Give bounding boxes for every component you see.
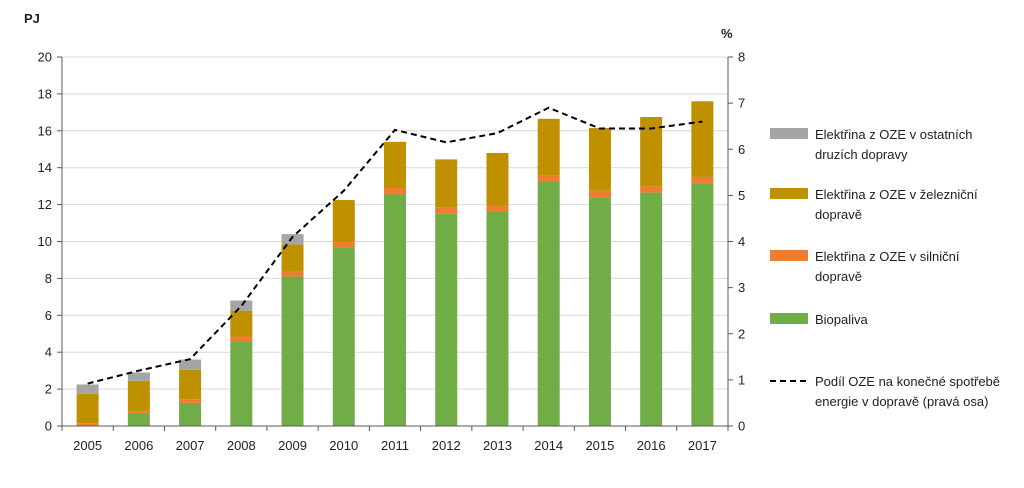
y-tick-label: 12 bbox=[38, 197, 52, 212]
legend-item-0: Elektřina z OZE v ostatních druzích dopra… bbox=[770, 127, 973, 162]
legend-swatch bbox=[770, 188, 808, 199]
legend-label: Biopaliva bbox=[815, 312, 869, 327]
x-tick-label: 2015 bbox=[585, 438, 614, 453]
legend-label: druzích dopravy bbox=[815, 147, 908, 162]
bar-segment-2-2005 bbox=[77, 394, 99, 424]
bar-segment-2-2007 bbox=[179, 370, 201, 400]
y2-tick-label: 8 bbox=[738, 50, 745, 65]
bar-segment-2-2006 bbox=[128, 381, 150, 411]
x-tick-label: 2008 bbox=[227, 438, 256, 453]
bar-segment-0-2012 bbox=[435, 214, 457, 426]
x-tick-label: 2014 bbox=[534, 438, 563, 453]
bar-segment-3-2007 bbox=[179, 360, 201, 370]
x-tick-label: 2006 bbox=[124, 438, 153, 453]
bar-segment-3-2006 bbox=[128, 372, 150, 380]
bar-segment-3-2005 bbox=[77, 384, 99, 393]
bar-segment-0-2011 bbox=[384, 194, 406, 426]
bar-segment-1-2015 bbox=[589, 191, 611, 197]
bar-segment-3-2008 bbox=[230, 301, 252, 311]
bars-layer bbox=[77, 101, 714, 426]
x-tick-label: 2005 bbox=[73, 438, 102, 453]
bar-segment-0-2014 bbox=[538, 182, 560, 426]
y-tick-label: 6 bbox=[45, 308, 52, 323]
bar-segment-3-2009 bbox=[282, 234, 304, 244]
bar-segment-0-2017 bbox=[691, 183, 713, 426]
legend-label: dopravě bbox=[815, 269, 862, 284]
bar-segment-0-2009 bbox=[282, 277, 304, 426]
x-tick-label: 2010 bbox=[329, 438, 358, 453]
bar-segment-1-2007 bbox=[179, 399, 201, 403]
x-tick-label: 2009 bbox=[278, 438, 307, 453]
y-tick-label: 4 bbox=[45, 345, 52, 360]
legend-label: dopravě bbox=[815, 207, 862, 222]
bar-segment-0-2013 bbox=[486, 212, 508, 426]
bar-segment-2-2010 bbox=[333, 200, 355, 242]
bar-segment-2-2015 bbox=[589, 128, 611, 191]
bar-segment-0-2016 bbox=[640, 193, 662, 426]
legend-item-2: Elektřina z OZE v silniční dopravě bbox=[770, 249, 960, 284]
legend-swatch bbox=[770, 250, 808, 261]
y2-tick-label: 7 bbox=[738, 96, 745, 111]
bar-segment-1-2014 bbox=[538, 175, 560, 181]
legend-label: Elektřina z OZE v silniční bbox=[815, 249, 960, 264]
legend-label: Podíl OZE na konečné spotřebě bbox=[815, 374, 1000, 389]
legend-swatch bbox=[770, 313, 808, 324]
bar-segment-0-2010 bbox=[333, 248, 355, 426]
bar-segment-1-2010 bbox=[333, 242, 355, 248]
x-tick-label: 2017 bbox=[688, 438, 717, 453]
y-tick-label: 16 bbox=[38, 123, 52, 138]
bar-segment-1-2011 bbox=[384, 188, 406, 194]
y2-tick-label: 6 bbox=[738, 142, 745, 157]
bar-segment-0-2008 bbox=[230, 342, 252, 426]
bar-segment-0-2015 bbox=[589, 197, 611, 426]
x-tick-label: 2012 bbox=[432, 438, 461, 453]
y-tick-label: 2 bbox=[45, 382, 52, 397]
y-tick-label: 8 bbox=[45, 271, 52, 286]
legend-layer: Elektřina z OZE v ostatních druzích dopra… bbox=[770, 127, 1000, 409]
y-tick-label: 20 bbox=[38, 50, 52, 65]
bar-segment-0-2007 bbox=[179, 403, 201, 426]
bar-segment-2-2012 bbox=[435, 159, 457, 207]
bar-segment-1-2008 bbox=[230, 337, 252, 343]
y-axis-unit-label: PJ bbox=[24, 11, 40, 26]
legend-item-4: Podíl OZE na konečné spotřebě energie v d… bbox=[770, 374, 1000, 409]
y2-tick-label: 0 bbox=[738, 419, 745, 434]
bar-segment-2-2017 bbox=[691, 101, 713, 177]
y2-axis-unit-label: % bbox=[721, 26, 733, 41]
y2-tick-label: 1 bbox=[738, 372, 745, 387]
bar-segment-2-2016 bbox=[640, 117, 662, 186]
x-tick-label: 2013 bbox=[483, 438, 512, 453]
bar-segment-1-2013 bbox=[486, 206, 508, 212]
legend-label: energie v dopravě (pravá osa) bbox=[815, 394, 988, 409]
y2-tick-label: 4 bbox=[738, 234, 745, 249]
legend-swatch bbox=[770, 128, 808, 139]
bar-segment-2-2011 bbox=[384, 142, 406, 188]
bar-segment-1-2012 bbox=[435, 207, 457, 213]
x-tick-label: 2016 bbox=[637, 438, 666, 453]
legend-item-1: Elektřina z OZE v železniční dopravě bbox=[770, 187, 978, 222]
bar-segment-1-2009 bbox=[282, 271, 304, 277]
bar-segment-1-2005 bbox=[77, 423, 99, 425]
bar-segment-2-2014 bbox=[538, 119, 560, 175]
x-tick-label: 2007 bbox=[176, 438, 205, 453]
legend-label: Elektřina z OZE v železniční bbox=[815, 187, 978, 202]
y-tick-label: 10 bbox=[38, 234, 52, 249]
bar-segment-1-2016 bbox=[640, 186, 662, 192]
bar-segment-1-2006 bbox=[128, 411, 150, 413]
y-tick-label: 0 bbox=[45, 419, 52, 434]
y-tick-label: 18 bbox=[38, 86, 52, 101]
legend-item-3: Biopaliva bbox=[770, 312, 869, 327]
bar-segment-2-2013 bbox=[486, 153, 508, 206]
bar-segment-0-2006 bbox=[128, 413, 150, 426]
y2-tick-label: 3 bbox=[738, 280, 745, 295]
legend-label: Elektřina z OZE v ostatních bbox=[815, 127, 973, 142]
bar-segment-2-2008 bbox=[230, 311, 252, 337]
y2-tick-label: 2 bbox=[738, 326, 745, 341]
x-tick-label: 2011 bbox=[381, 438, 409, 453]
y-tick-label: 14 bbox=[38, 160, 52, 175]
bar-segment-1-2017 bbox=[691, 177, 713, 183]
y2-tick-label: 5 bbox=[738, 188, 745, 203]
